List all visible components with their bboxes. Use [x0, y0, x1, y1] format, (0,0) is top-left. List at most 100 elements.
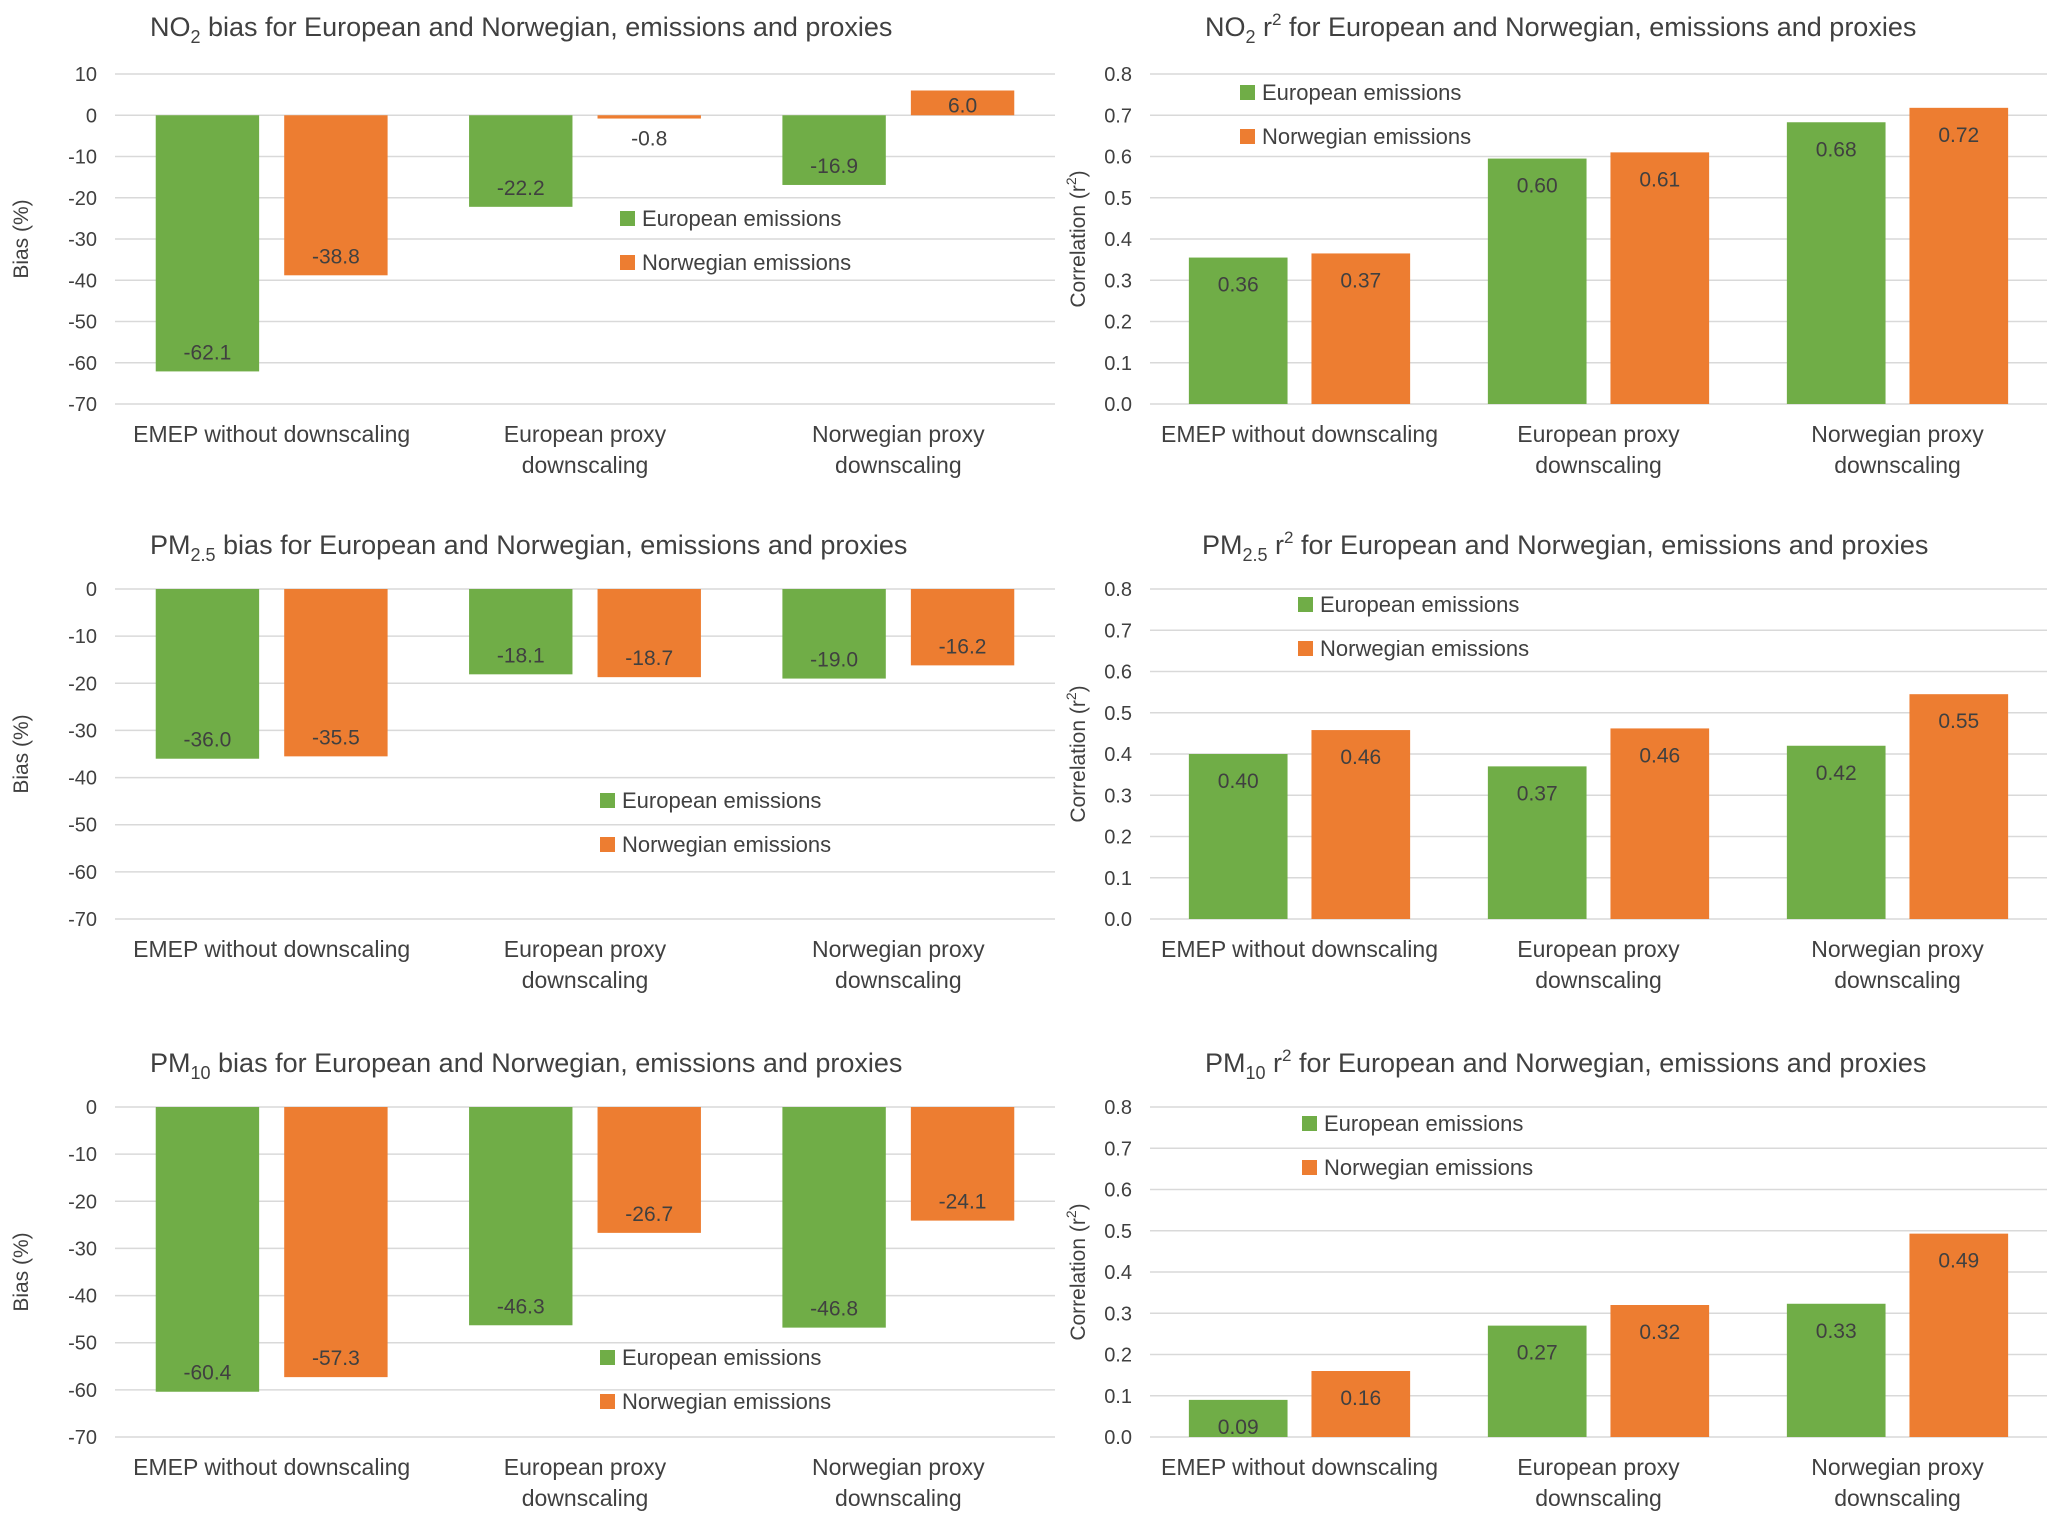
- category-label: Norwegian proxy: [1811, 1454, 1984, 1480]
- category-label: EMEP without downscaling: [1161, 421, 1438, 447]
- data-label: 0.36: [1218, 274, 1259, 297]
- bar-norwegian: [597, 1107, 701, 1233]
- chart-title: PM10 r2 for European and Norwegian, emis…: [1205, 1046, 1926, 1083]
- bar-european: [782, 115, 886, 185]
- y-tick-label: -50: [68, 312, 97, 334]
- chart-pm10-r2: PM10 r2 for European and Norwegian, emis…: [1063, 1046, 2047, 1511]
- bar-norwegian: [1311, 253, 1411, 404]
- y-tick-label: -20: [68, 673, 97, 695]
- y-tick-label: -40: [68, 768, 97, 790]
- bar-european: [782, 1107, 886, 1328]
- legend-label: Norwegian emissions: [1262, 124, 1471, 149]
- y-axis-label: Bias (%): [10, 714, 33, 793]
- bar-european: [469, 589, 573, 675]
- bar-norwegian: [597, 589, 701, 678]
- category-label: European proxy: [504, 421, 667, 447]
- category-label: downscaling: [835, 1485, 962, 1511]
- y-tick-label: 0.7: [1104, 620, 1132, 642]
- bar-norwegian: [1610, 728, 1710, 919]
- data-label: -0.8: [631, 127, 667, 150]
- y-tick-label: 0.6: [1104, 1180, 1132, 1202]
- bar-norwegian: [1909, 1233, 2009, 1437]
- legend-label: Norwegian emissions: [1320, 636, 1529, 661]
- category-label: Norwegian proxy: [812, 1454, 985, 1480]
- bar-european: [469, 1107, 573, 1326]
- data-label: 0.61: [1639, 168, 1680, 191]
- y-tick-label: -40: [68, 270, 97, 292]
- data-label: -16.2: [939, 635, 987, 658]
- bar-european: [1188, 754, 1288, 919]
- category-label: European proxy: [504, 1454, 667, 1480]
- y-tick-label: -70: [68, 394, 97, 416]
- legend-label: Norwegian emissions: [622, 1389, 831, 1414]
- y-tick-label: 0.4: [1104, 229, 1132, 251]
- y-tick-label: -20: [68, 1191, 97, 1213]
- bar-european: [1487, 766, 1587, 919]
- y-tick-label: 0.1: [1104, 868, 1132, 890]
- bar-norwegian: [1909, 694, 2009, 919]
- y-tick-label: 0.8: [1104, 579, 1132, 601]
- y-tick-label: 0.4: [1104, 1262, 1132, 1284]
- y-tick-label: 0.8: [1104, 1097, 1132, 1119]
- y-tick-label: 0.2: [1104, 1345, 1132, 1367]
- bar-norwegian: [1311, 1371, 1411, 1437]
- y-tick-label: 0.1: [1104, 353, 1132, 375]
- y-tick-label: 0.4: [1104, 744, 1132, 766]
- data-label: -22.2: [497, 177, 545, 200]
- chart-pm25-r2: PM2.5 r2 for European and Norwegian, emi…: [1063, 528, 2047, 993]
- y-tick-label: 0: [86, 105, 97, 127]
- y-axis-label: Bias (%): [10, 1232, 33, 1311]
- y-tick-label: 0.7: [1104, 1138, 1132, 1160]
- legend-swatch: [1298, 641, 1313, 656]
- y-tick-label: -60: [68, 862, 97, 884]
- data-label: 0.42: [1816, 762, 1857, 785]
- bar-european: [155, 115, 260, 372]
- category-label: downscaling: [522, 967, 649, 993]
- y-tick-label: 0.6: [1104, 662, 1132, 684]
- data-label: -35.5: [312, 726, 360, 749]
- legend-label: European emissions: [622, 788, 821, 813]
- chart-title: PM2.5 r2 for European and Norwegian, emi…: [1202, 528, 1928, 565]
- chart-title: PM2.5 bias for European and Norwegian, e…: [150, 530, 907, 565]
- y-tick-label: 0.5: [1104, 1221, 1132, 1243]
- bar-norwegian: [1909, 107, 2009, 404]
- category-label: Norwegian proxy: [812, 421, 985, 447]
- data-label: -36.0: [183, 729, 231, 752]
- chart-title: NO2 r2 for European and Norwegian, emiss…: [1205, 10, 1916, 47]
- chart-pm10-bias: PM10 bias for European and Norwegian, em…: [10, 1048, 1055, 1511]
- y-tick-label: 0.5: [1104, 188, 1132, 210]
- bar-european: [155, 1107, 260, 1392]
- bar-european: [1786, 122, 1886, 404]
- category-label: downscaling: [522, 1485, 649, 1511]
- bar-norwegian: [910, 90, 1015, 116]
- legend-swatch: [620, 211, 635, 226]
- y-axis-label: Correlation (r2): [1063, 1203, 1090, 1340]
- data-label: 0.46: [1340, 746, 1381, 769]
- y-axis-label: Bias (%): [10, 199, 33, 278]
- bar-norwegian: [910, 1107, 1015, 1221]
- category-label: European proxy: [1517, 1454, 1680, 1480]
- bar-norwegian: [284, 1107, 388, 1378]
- y-tick-label: -10: [68, 1144, 97, 1166]
- data-label: 0.16: [1340, 1387, 1381, 1410]
- legend-label: Norwegian emissions: [642, 250, 851, 275]
- bar-norwegian: [1311, 730, 1411, 919]
- y-tick-label: 0.3: [1104, 1303, 1132, 1325]
- bar-european: [1786, 1303, 1886, 1437]
- data-label: -38.8: [312, 245, 360, 268]
- y-tick-label: 0.8: [1104, 64, 1132, 86]
- y-tick-label: -70: [68, 909, 97, 931]
- data-label: 0.09: [1218, 1416, 1259, 1439]
- y-tick-label: 0.0: [1104, 1427, 1132, 1449]
- legend-label: Norwegian emissions: [1324, 1155, 1533, 1180]
- data-label: 0.72: [1938, 124, 1979, 147]
- category-label: downscaling: [522, 452, 649, 478]
- category-label: downscaling: [1535, 452, 1662, 478]
- legend-swatch: [620, 255, 635, 270]
- y-tick-label: -70: [68, 1427, 97, 1449]
- y-tick-label: 0.6: [1104, 147, 1132, 169]
- legend-swatch: [600, 793, 615, 808]
- data-label: -24.1: [939, 1191, 987, 1214]
- data-label: 0.46: [1639, 744, 1680, 767]
